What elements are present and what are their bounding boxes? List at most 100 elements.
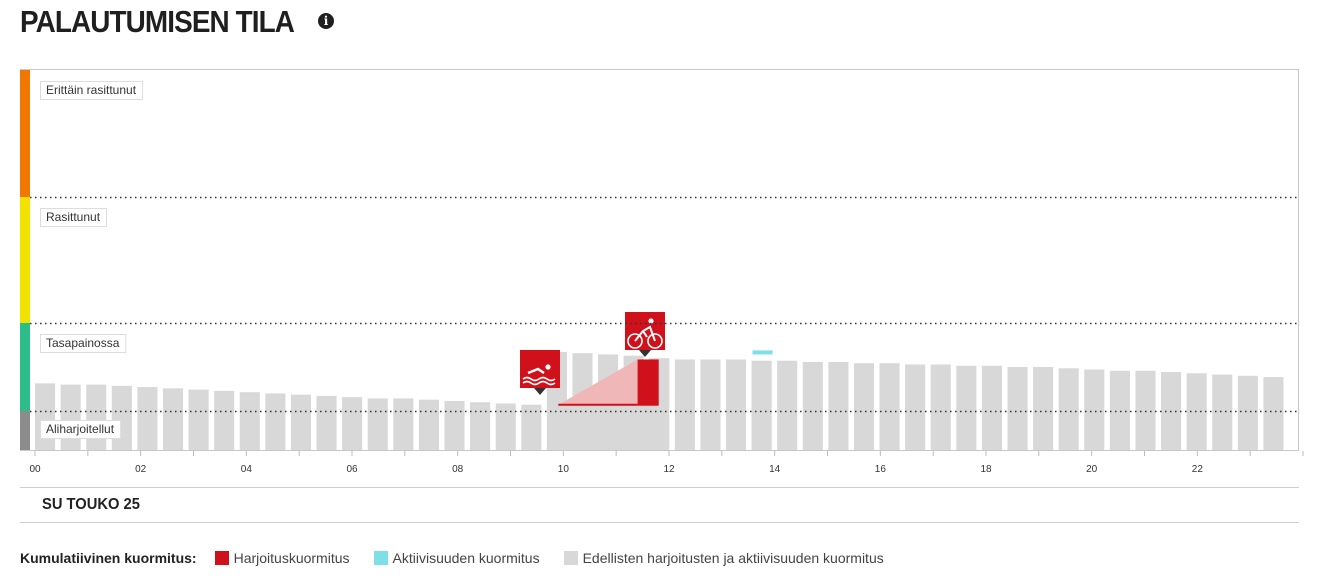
bike-wheel-front: [647, 333, 663, 349]
bars-layer: [35, 351, 1284, 450]
legend-label-activity: Aktiivisuuden kuormitus: [392, 550, 540, 566]
x-tick-label-02: 02: [135, 464, 147, 475]
load-bar-10: [290, 394, 312, 450]
load-bar-43: [1135, 370, 1156, 450]
legend-label-training: Harjoituskuormitus: [233, 550, 350, 566]
legend-item-activity: Aktiivisuuden kuormitus: [373, 550, 540, 566]
zone-label-box-0: [40, 420, 122, 439]
load-bar-8: [239, 392, 260, 450]
swim-marker: [520, 350, 560, 395]
zone-label-0: Aliharjoitellut: [46, 422, 115, 436]
workout-base: [558, 404, 659, 450]
load-bar-4: [137, 387, 158, 450]
zone-layer: [20, 69, 1299, 451]
cycle-marker: [625, 312, 665, 357]
load-bar-29: [777, 360, 798, 450]
load-bar-26: [700, 359, 721, 450]
x-tick-label-04: 04: [241, 464, 253, 475]
load-bar-42: [1109, 370, 1130, 450]
zone-label-2: Rasittunut: [46, 210, 101, 224]
load-bar-9: [265, 393, 286, 450]
divider-bottom: [20, 522, 1299, 523]
swim-wave-1: [522, 376, 556, 382]
load-bar-25: [674, 359, 695, 450]
load-bar-32: [853, 363, 875, 450]
training-ramp: [558, 359, 638, 405]
load-bar-18: [495, 403, 516, 450]
x-tick-label-10: 10: [558, 464, 570, 475]
load-bar-0: [35, 383, 56, 450]
load-bar-14: [393, 398, 414, 450]
load-bar-27: [725, 359, 747, 450]
x-tick-label-18: 18: [980, 464, 992, 475]
bike-leg: [642, 330, 648, 338]
load-bar-30: [802, 361, 823, 450]
zone-band-2: [20, 197, 30, 323]
zone-label-1: Tasapainossa: [46, 336, 120, 350]
x-axis: 00 02 04 06 08 10 12 14 16 18 20 22: [29, 451, 1304, 475]
load-bar-35: [930, 364, 951, 450]
cycle-marker-pointer: [639, 350, 651, 357]
swim-body: [527, 367, 545, 375]
info-icon[interactable]: i: [318, 13, 334, 29]
load-bar-33: [879, 363, 900, 450]
legend: Kumulatiivinen kuormitus: Harjoituskuorm…: [20, 550, 908, 566]
swim-head: [545, 364, 551, 370]
load-bar-13: [367, 398, 388, 450]
load-bar-16: [444, 400, 465, 450]
load-bar-45: [1186, 373, 1207, 450]
load-bar-15: [418, 399, 439, 450]
load-bar-12: [342, 397, 363, 450]
x-tick-label-08: 08: [452, 464, 464, 475]
grid-layer: [30, 196, 1298, 413]
load-bar-34: [905, 364, 926, 450]
load-bar-36: [956, 365, 977, 450]
date-label: SU TOUKO 25: [42, 496, 140, 513]
load-bar-47: [1237, 375, 1258, 450]
load-bar-3: [111, 385, 132, 450]
legend-title: Kumulatiivinen kuormitus:: [20, 550, 197, 566]
divider-top: [20, 487, 1299, 488]
x-tick-label-06: 06: [346, 464, 358, 475]
cycling-icon: [627, 318, 663, 349]
bike-head: [648, 318, 654, 324]
load-bar-19: [521, 404, 542, 450]
load-bar-6: [188, 389, 209, 450]
load-bar-2: [86, 384, 107, 450]
load-bar-39: [1033, 367, 1054, 450]
bike-frame: [634, 325, 656, 342]
zone-band-3: [20, 70, 30, 197]
swim-wave-2: [522, 380, 556, 386]
load-bar-28: [751, 360, 772, 450]
load-bar-41: [1084, 369, 1105, 450]
legend-item-previous: Edellisten harjoitusten ja aktiivisuuden…: [563, 550, 884, 566]
swimming-icon: [522, 364, 556, 386]
training-bar: [637, 359, 659, 406]
load-bar-17: [470, 402, 491, 450]
legend-swatch-previous: [563, 551, 578, 565]
activity-bar: [752, 350, 773, 355]
x-tick-label-22: 22: [1192, 464, 1204, 475]
zone-label-3: Erittäin rasittunut: [46, 83, 137, 97]
zone-label-box-3: [40, 81, 144, 100]
recovery-chart: Aliharjoitellut Tasapainossa Rasittunut Eri…: [20, 69, 1304, 475]
zone-label-box-1: [40, 334, 127, 353]
load-bar-11: [316, 395, 337, 450]
swim-marker-pointer: [534, 388, 546, 395]
bike-wheel-rear: [627, 333, 643, 349]
load-bar-38: [1007, 367, 1028, 450]
x-tick-label-00: 00: [29, 464, 41, 475]
legend-item-training: Harjoituskuormitus: [214, 550, 350, 566]
load-bar-37: [981, 365, 1002, 450]
x-tick-label-20: 20: [1086, 464, 1098, 475]
zone-labels-layer: Aliharjoitellut Tasapainossa Rasittunut Eri…: [40, 81, 144, 439]
events-layer: [520, 312, 773, 450]
zone-band-1: [20, 323, 30, 411]
x-tick-label-14: 14: [769, 464, 781, 475]
load-bar-1: [60, 384, 81, 450]
zone-band-0: [20, 411, 30, 450]
page-title: PALAUTUMISEN TILA: [20, 4, 295, 39]
load-bar-46: [1212, 374, 1233, 450]
legend-label-previous: Edellisten harjoitusten ja aktiivisuuden…: [582, 550, 884, 566]
legend-swatch-training: [214, 551, 229, 565]
